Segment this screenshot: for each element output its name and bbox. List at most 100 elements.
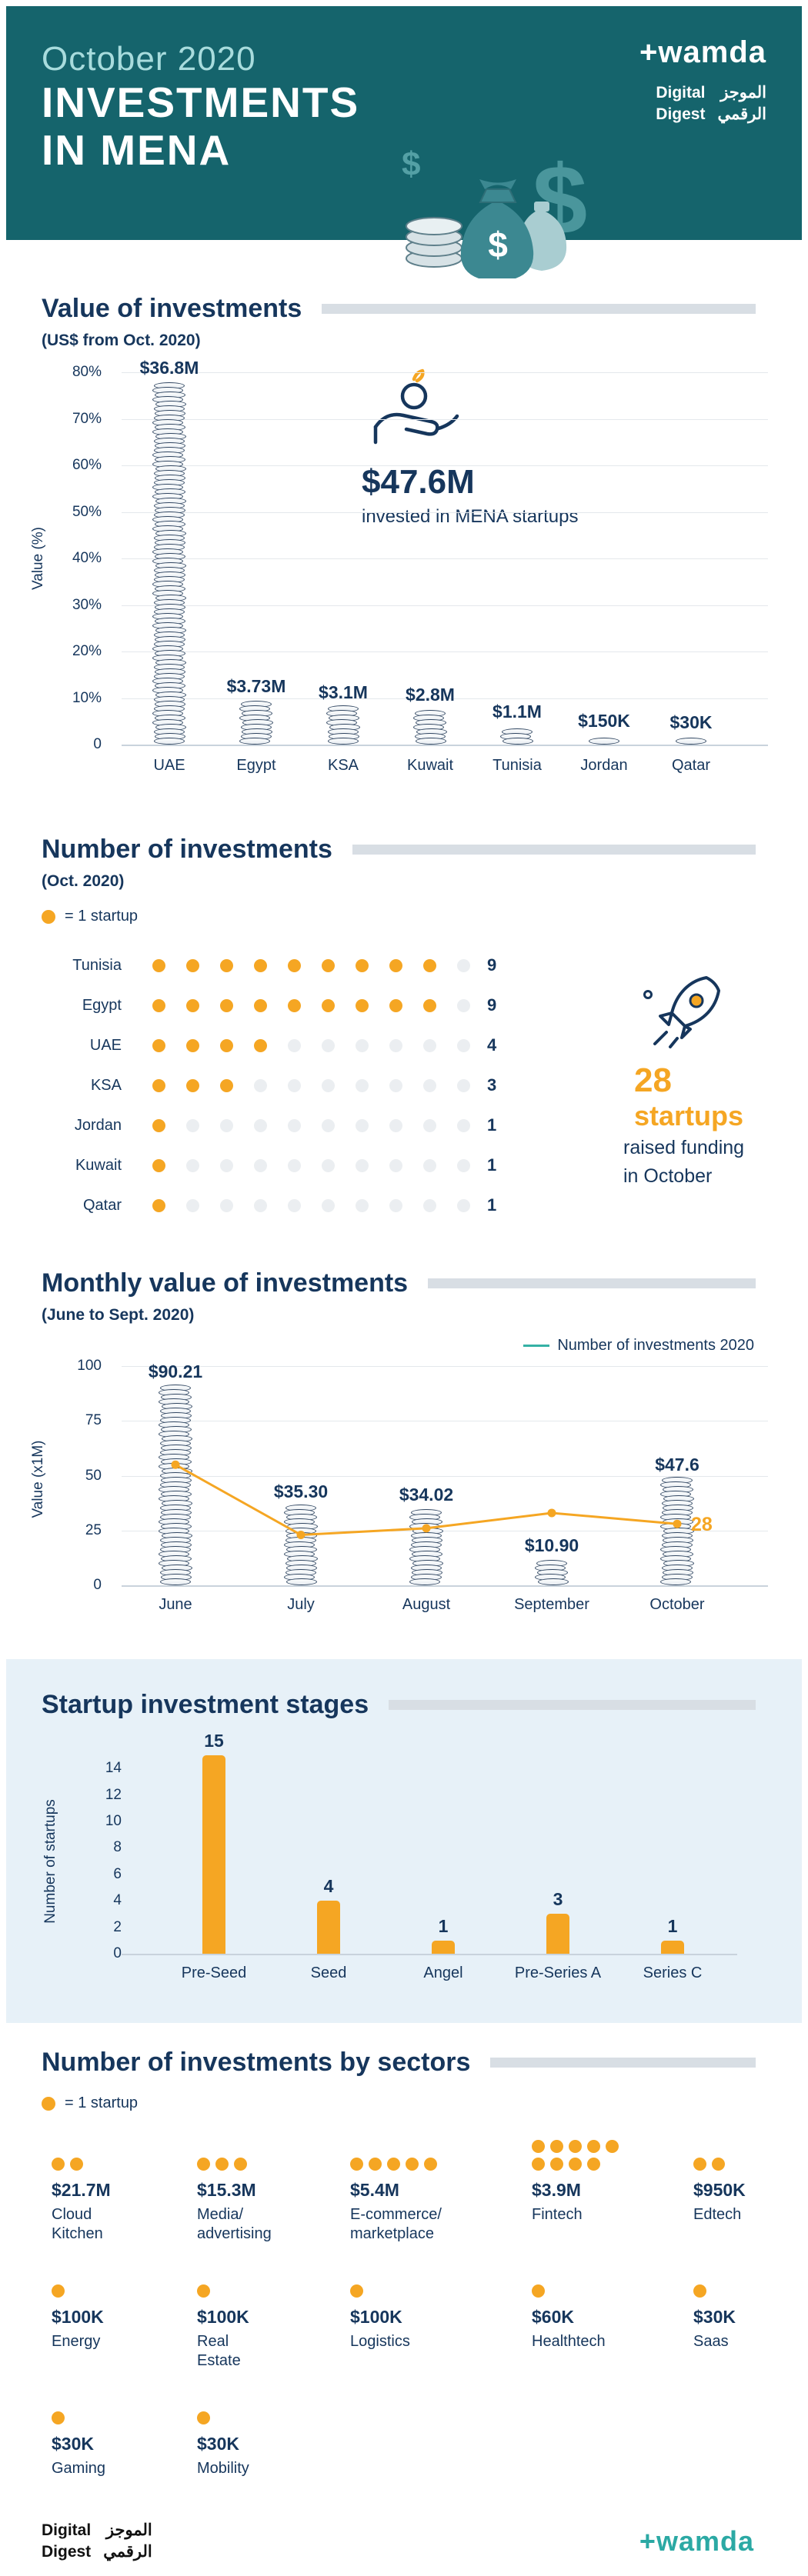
sector-value: $950K	[693, 2180, 746, 2200]
bar-value-label: 1	[438, 1915, 449, 1936]
sector-value: $3.9M	[532, 2180, 581, 2200]
monthly-legend: Number of investments 2020	[6, 1337, 802, 1355]
coin	[676, 738, 706, 745]
stages-bar-chart: 14 12 10 8 6 4 2 0 Number of startups 15 Pre-Seed 4…	[6, 1731, 802, 1992]
startup-dot-filled	[322, 958, 335, 972]
startup-dot-empty	[457, 998, 470, 1012]
x-axis-label: Jordan	[580, 757, 628, 774]
x-axis-line	[122, 1585, 768, 1587]
line-point	[296, 1530, 306, 1539]
startup-dot-filled	[152, 958, 165, 972]
startup-dot-empty	[322, 1158, 335, 1172]
country-label: Qatar	[82, 1196, 122, 1214]
bar-value-label: $3.73M	[226, 675, 286, 696]
startup-dot-filled	[587, 2158, 600, 2171]
bar-value-label: $35.30	[273, 1481, 329, 1502]
startup-dot-filled	[52, 2158, 65, 2171]
startup-dot-filled	[424, 2158, 437, 2171]
startup-dot-empty	[356, 1038, 369, 1052]
stages-section: Startup investment stages 14 12 10 8 6 4 2 0 Num…	[6, 1659, 802, 2023]
x-axis-label: Egypt	[236, 757, 276, 774]
sector-dots	[532, 2258, 693, 2298]
sectors-section-title: Number of investments by sectors	[42, 2048, 471, 2077]
startup-dot-filled	[693, 2284, 706, 2298]
startup-dot-filled	[220, 998, 233, 1012]
investments-line-overlay: 28	[171, 1460, 713, 1539]
country-count: 1	[487, 1115, 497, 1135]
startup-dot-empty	[288, 1118, 301, 1132]
sector-name-line: Kitchen	[52, 2225, 103, 2242]
startup-dot-filled	[606, 2140, 619, 2153]
sectors-grid: $21.7M Cloud Kitchen $15.3M Media/advertisin…	[6, 2131, 802, 2492]
startup-dot-filled	[152, 1198, 165, 1212]
sector-name-line: Media/	[197, 2206, 244, 2223]
sector-dots	[197, 2384, 350, 2424]
startup-dot-filled	[550, 2140, 563, 2153]
total-startups-number: 28	[634, 1061, 672, 1099]
value-section: Value of investments (US$ from Oct. 2020…	[6, 294, 802, 788]
coin	[286, 1578, 317, 1585]
sector-name-line: Logistics	[350, 2333, 410, 2350]
bar-value-label: 1	[667, 1915, 678, 1936]
y-axis-tick: 75	[85, 1412, 102, 1429]
startup-dot-filled	[220, 1038, 233, 1052]
coin-stack-uae	[152, 382, 187, 749]
sector-dot-row	[52, 2411, 197, 2424]
coin-stack-kuwait	[412, 710, 448, 749]
x-axis-line	[122, 745, 768, 746]
header-title-line1: INVESTMENTS	[42, 78, 360, 126]
sector-dots	[52, 2131, 197, 2171]
sector-name-line: Saas	[693, 2333, 729, 2350]
dot-row	[152, 958, 470, 972]
sector-dot-row	[532, 2284, 693, 2298]
country-label: Tunisia	[72, 956, 122, 974]
sector-name: Gaming	[52, 2459, 197, 2478]
coin	[154, 738, 185, 745]
startup-dot-filled	[288, 958, 301, 972]
x-axis-label: October	[649, 1596, 705, 1613]
startup-dot-filled	[220, 958, 233, 972]
footer-wamda-logo: +wamda	[639, 2525, 754, 2558]
sector-item: $100K Logistics	[350, 2258, 532, 2371]
legend-dot-icon	[42, 2096, 55, 2111]
country-count: 9	[487, 995, 497, 1015]
sector-name: Mobility	[197, 2459, 350, 2478]
gridline	[122, 465, 768, 466]
y-axis-tick: 12	[105, 1786, 122, 1803]
svg-text:$: $	[402, 145, 420, 183]
total-investment-caption: invested in MENA startups	[362, 506, 579, 527]
sector-name: Edtech	[693, 2205, 756, 2224]
wamda-logo: +wamda	[639, 35, 766, 69]
startup-dot-empty	[288, 1038, 301, 1052]
coin	[416, 738, 446, 745]
y-axis-tick: 30%	[72, 596, 102, 613]
sector-value: $30K	[197, 2434, 239, 2454]
sector-dot-row	[532, 2158, 693, 2171]
startup-dot-empty	[322, 1118, 335, 1132]
coin	[502, 738, 533, 745]
sector-value: $15.3M	[197, 2180, 256, 2200]
startup-dot-empty	[356, 1158, 369, 1172]
startup-dot-filled	[322, 998, 335, 1012]
gridline	[122, 418, 768, 420]
coin-stack-qatar	[673, 738, 709, 749]
startup-dot-empty	[186, 1158, 199, 1172]
dot-matrix-row: Qatar 1	[42, 1185, 802, 1225]
sector-name: Cloud Kitchen	[52, 2205, 197, 2244]
startup-dot-empty	[389, 1038, 402, 1052]
x-axis-label: July	[287, 1596, 315, 1613]
header-date: October 2020	[42, 40, 256, 78]
title-decor-bar	[490, 2058, 756, 2068]
startup-dot-filled	[186, 1038, 199, 1052]
sector-value: $21.7M	[52, 2180, 111, 2200]
startup-dot-empty	[254, 1198, 267, 1212]
y-axis-title: Number of startups	[42, 1799, 58, 1924]
startup-dot-filled	[152, 998, 165, 1012]
y-axis-tick: 14	[105, 1760, 122, 1777]
startup-dot-filled	[52, 2284, 65, 2298]
sector-value: $30K	[693, 2307, 736, 2327]
startup-dot-empty	[389, 1198, 402, 1212]
startup-dot-filled	[423, 958, 436, 972]
legend-dot-icon	[42, 909, 55, 924]
startup-dot-empty	[220, 1118, 233, 1132]
